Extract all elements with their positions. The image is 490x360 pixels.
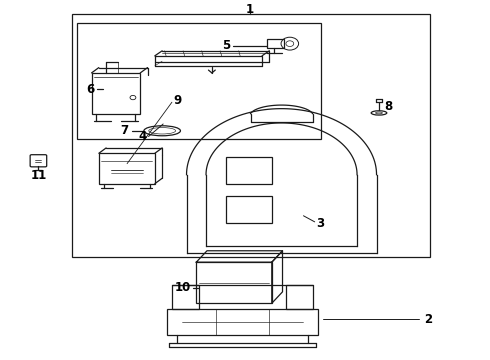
Text: 11: 11 — [30, 169, 47, 182]
Text: 6: 6 — [86, 82, 94, 95]
Bar — [77, 23, 320, 139]
Bar — [167, 309, 318, 336]
Text: 9: 9 — [173, 94, 182, 107]
Text: 4: 4 — [138, 130, 147, 143]
Bar — [225, 157, 272, 184]
Bar — [225, 196, 272, 223]
Bar — [196, 262, 272, 303]
Text: 7: 7 — [120, 124, 128, 137]
Bar — [287, 285, 313, 309]
Text: 2: 2 — [424, 313, 432, 326]
Text: 3: 3 — [317, 217, 324, 230]
Text: 8: 8 — [385, 100, 393, 113]
Bar — [72, 14, 430, 257]
Bar — [92, 73, 140, 114]
Bar — [99, 153, 155, 184]
Bar — [267, 39, 284, 48]
Bar — [172, 285, 199, 309]
Text: 5: 5 — [222, 39, 231, 52]
Text: 1: 1 — [246, 3, 254, 16]
Text: 10: 10 — [175, 282, 192, 294]
